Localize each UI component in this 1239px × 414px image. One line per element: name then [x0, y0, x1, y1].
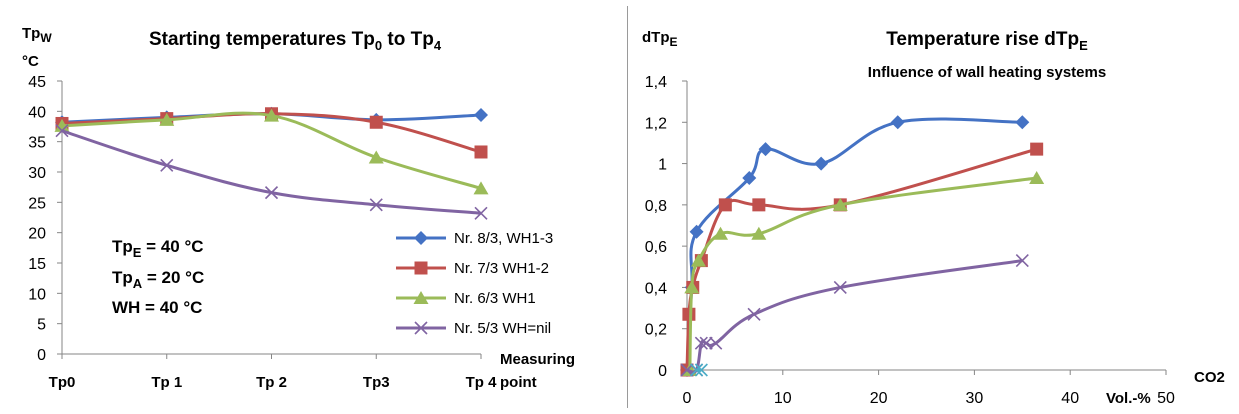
legend-label: Nr. 6/3 WH1 — [454, 290, 536, 307]
data-point — [752, 198, 766, 212]
x-tick-label: 20 — [870, 390, 888, 407]
y-tick-label: 15 — [28, 256, 46, 273]
chart-title: Starting temperatures Tp0 to Tp4 — [149, 29, 442, 53]
y-tick-label: 0 — [658, 363, 667, 380]
chart-right-svg: Temperature rise dTpE Influence of wall … — [642, 29, 1225, 407]
y-tick-label: 45 — [28, 74, 46, 91]
chart-left-svg: Starting temperatures Tp0 to Tp4 TpW °C … — [22, 25, 575, 391]
data-point — [718, 198, 732, 212]
data-point — [682, 307, 696, 321]
data-point — [1015, 115, 1030, 130]
y-tick-label: 0,6 — [645, 239, 667, 256]
x-tick-label: Tp 2 — [256, 374, 287, 391]
x-tick-label: Tp3 — [363, 374, 390, 391]
data-point — [264, 108, 279, 122]
data-point — [694, 363, 708, 377]
data-point — [680, 363, 694, 377]
data-point — [54, 118, 70, 132]
legend-label: Nr. 8/3, WH1-3 — [454, 230, 553, 247]
chart-title: Temperature rise dTpE — [886, 29, 1088, 53]
data-point — [160, 158, 174, 172]
x-axis-label-line1: Measuring — [500, 351, 575, 368]
data-point — [742, 171, 757, 186]
x-axis-label-co2: CO2 — [1194, 369, 1225, 386]
annotation-tpa: TpA = 20 °C — [112, 268, 204, 291]
y-tick-label: 1 — [658, 157, 667, 174]
data-point — [55, 124, 69, 138]
data-point — [689, 224, 704, 239]
panel-divider — [627, 6, 628, 408]
data-point — [694, 336, 708, 350]
y-tick-label: 40 — [28, 104, 46, 121]
y-tick-label: 0,4 — [645, 280, 667, 297]
data-point — [699, 336, 713, 350]
y-axis-label: TpW — [22, 25, 52, 45]
data-point — [684, 280, 700, 294]
x-axis-label: Vol.-% — [1106, 390, 1151, 407]
data-point — [474, 145, 488, 159]
series-line — [685, 147, 1038, 371]
series-line — [688, 176, 1037, 371]
y-tick-label: 20 — [28, 226, 46, 243]
data-point — [758, 142, 773, 157]
series-line — [686, 259, 1023, 374]
y-tick-label: 35 — [28, 135, 46, 152]
x-tick-label: 0 — [683, 390, 692, 407]
chart-starting-temperatures: Starting temperatures Tp0 to Tp4 TpW °C … — [22, 25, 575, 391]
data-point — [747, 307, 761, 321]
data-point — [713, 226, 729, 240]
x-tick-label: Tp 4 — [466, 374, 497, 391]
legend-marker — [414, 321, 428, 335]
x-tick-label: 50 — [1157, 390, 1175, 407]
y-tick-label: 30 — [28, 165, 46, 182]
data-point — [890, 115, 905, 130]
data-point — [833, 280, 847, 294]
data-point — [1015, 254, 1029, 268]
y-tick-label: 1,4 — [645, 74, 667, 91]
chart-temperature-rise: Temperature rise dTpE Influence of wall … — [628, 0, 1239, 414]
data-point — [709, 336, 723, 350]
y-tick-label: 25 — [28, 195, 46, 212]
y-axis-unit: °C — [22, 53, 39, 70]
data-point — [474, 107, 488, 122]
data-point — [473, 181, 489, 195]
data-point — [369, 198, 383, 212]
data-point — [368, 150, 384, 164]
data-point — [159, 112, 175, 126]
y-tick-label: 10 — [28, 286, 46, 303]
data-point — [814, 156, 829, 171]
y-tick-label: 0,2 — [645, 322, 667, 339]
x-axis-label-line2: point — [500, 374, 537, 391]
x-tick-label: Tp 1 — [151, 374, 182, 391]
data-point — [690, 253, 706, 267]
annotation-tpe: TpE = 40 °C — [112, 237, 204, 260]
chart-subtitle: Influence of wall heating systems — [868, 64, 1106, 81]
data-point — [690, 363, 704, 377]
y-tick-label: 0 — [37, 347, 46, 364]
data-point — [1030, 142, 1044, 156]
y-tick-label: 1,2 — [645, 115, 667, 132]
legend-marker — [413, 291, 429, 304]
y-tick-label: 5 — [37, 317, 46, 334]
data-point — [474, 206, 488, 220]
y-tick-label: 0,8 — [645, 198, 667, 215]
data-point — [751, 226, 767, 240]
legend-label: Nr. 7/3 WH1-2 — [454, 260, 549, 277]
data-point — [1029, 171, 1045, 185]
legend-marker — [414, 231, 428, 245]
series-line — [685, 117, 1023, 371]
data-point — [832, 197, 848, 211]
data-point — [264, 186, 279, 200]
data-point — [369, 115, 383, 129]
annotation-wh: WH = 40 °C — [112, 298, 202, 317]
legend-label: Nr. 5/3 WH=nil — [454, 320, 551, 337]
x-tick-label: 40 — [1061, 390, 1079, 407]
y-axis-label: dTpE — [642, 29, 678, 49]
legend-marker — [414, 261, 428, 275]
x-tick-label: 30 — [966, 390, 984, 407]
x-tick-label: 10 — [774, 390, 792, 407]
x-tick-label: Tp0 — [49, 374, 76, 391]
